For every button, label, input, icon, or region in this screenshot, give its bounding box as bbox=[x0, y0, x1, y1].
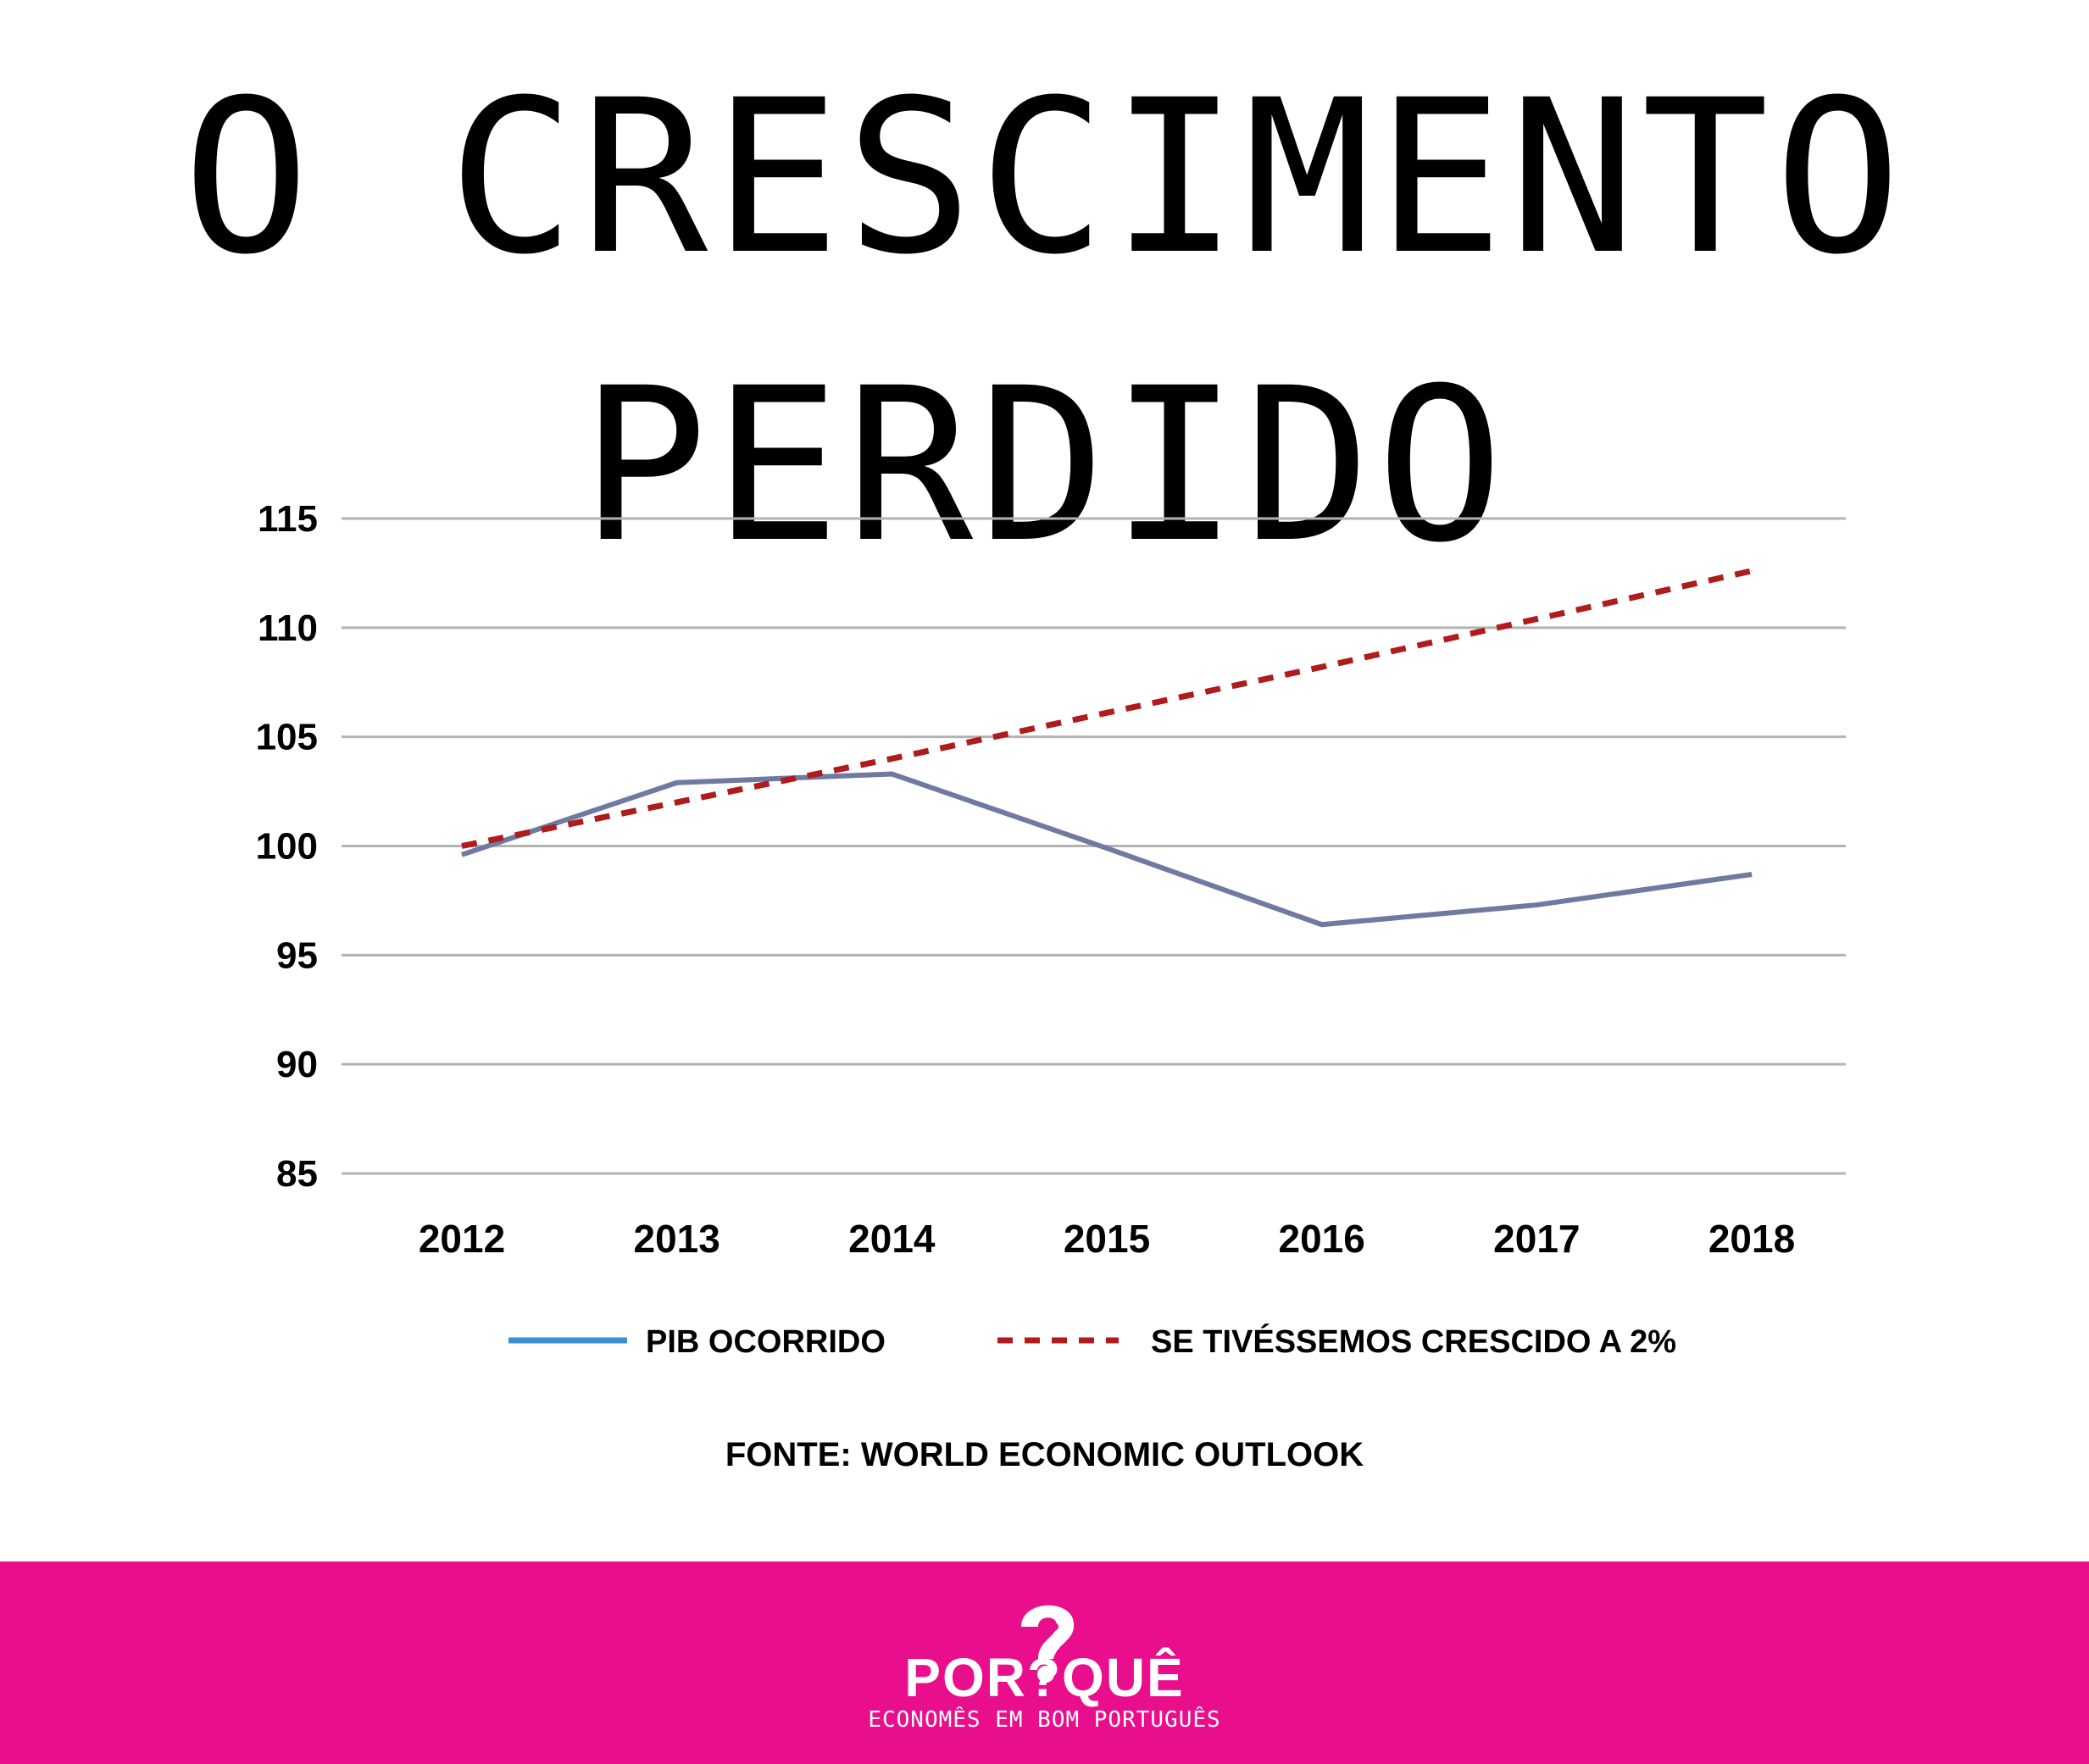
y-tick-label: 115 bbox=[258, 498, 318, 540]
data-point bbox=[1106, 847, 1108, 849]
data-point bbox=[461, 854, 463, 856]
x-axis-tick-labels: 2012 2013 2014 2015 2016 2017 2018 bbox=[419, 1217, 1795, 1261]
x-tick-label: 2013 bbox=[633, 1217, 719, 1261]
y-tick-label: 85 bbox=[276, 1153, 318, 1195]
series-lines bbox=[461, 568, 1753, 928]
series-line-actual bbox=[461, 771, 1753, 928]
x-tick-label: 2018 bbox=[1708, 1217, 1795, 1261]
data-point bbox=[676, 782, 678, 784]
y-tick-label: 105 bbox=[256, 717, 318, 758]
legend: PIB OCORRIDO SE TIVÉSSEMOS CRESCIDO A 2% bbox=[508, 1323, 1676, 1360]
footer-bar: POR?QUÊ ECONOMÊS EM BOM PORTUGUÊS bbox=[0, 1562, 2089, 1764]
source-note: FONTE: WORLD ECONOMIC OUTLOOK bbox=[725, 1436, 1364, 1473]
piggy-question-mark-icon bbox=[1021, 1605, 1075, 1683]
series-line-projection bbox=[461, 568, 1753, 849]
y-tick-label: 90 bbox=[276, 1044, 318, 1085]
x-tick-label: 2015 bbox=[1064, 1217, 1150, 1261]
data-point bbox=[1321, 924, 1323, 925]
x-tick-label: 2017 bbox=[1493, 1217, 1580, 1261]
legend-label: PIB OCORRIDO bbox=[646, 1324, 886, 1360]
x-tick-label: 2014 bbox=[848, 1217, 936, 1261]
grid-lines bbox=[342, 517, 1846, 1175]
x-tick-label: 2012 bbox=[419, 1217, 505, 1261]
brand-name: POR?QUÊ bbox=[904, 1647, 1185, 1708]
x-tick-label: 2016 bbox=[1278, 1217, 1364, 1261]
y-axis-tick-labels: 85 90 95 100 105 110 115 bbox=[256, 498, 318, 1195]
y-tick-label: 95 bbox=[276, 935, 318, 976]
legend-label: SE TIVÉSSEMOS CRESCIDO A 2% bbox=[1151, 1323, 1676, 1360]
y-tick-label: 110 bbox=[258, 607, 318, 649]
chart-title: O CRESCIMENTO PERDIDO bbox=[182, 54, 1907, 589]
brand-tagline: ECONOMÊS EM BOM PORTUGUÊS bbox=[868, 1707, 1221, 1733]
data-point bbox=[1751, 570, 1753, 572]
y-tick-label: 100 bbox=[256, 826, 318, 868]
data-point bbox=[1536, 904, 1537, 906]
data-point bbox=[1321, 666, 1323, 668]
